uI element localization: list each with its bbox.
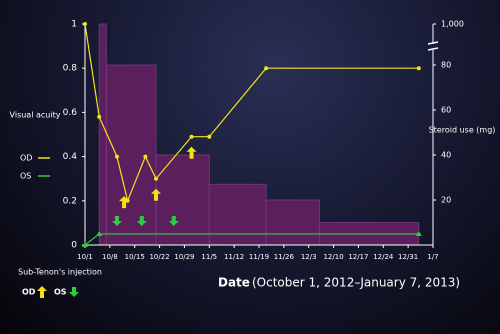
point	[114, 154, 119, 159]
point	[264, 66, 269, 71]
injection-arrow	[119, 196, 130, 209]
steroid-bar	[105, 64, 157, 246]
injection-legend-title: Sub-Tenon's injection	[18, 268, 102, 277]
point	[415, 230, 422, 236]
x-tick-label: 12/17	[348, 253, 368, 261]
y2-tick-label: 60	[441, 106, 451, 115]
point	[96, 230, 103, 236]
y-axis-label: Visual acuity	[10, 111, 61, 120]
legend-label: OS	[20, 172, 31, 181]
x-tick-label: 10/29	[174, 253, 194, 261]
y2-tick-label: 80	[441, 61, 451, 70]
y2-tick-label: 20	[441, 196, 451, 205]
injection-legend-label: OD	[22, 288, 36, 297]
point	[154, 176, 159, 181]
point	[97, 114, 102, 119]
x-axis-label: Date	[218, 276, 250, 290]
injection-arrow	[151, 188, 162, 201]
x-axis-note: (October 1, 2012–January 7, 2013)	[252, 276, 460, 290]
x-tick-label: 12/24	[373, 253, 394, 261]
line	[84, 23, 419, 203]
injection-arrow	[168, 216, 179, 226]
point	[143, 154, 148, 159]
axis-break	[427, 41, 439, 45]
injection-legend-arrow	[37, 286, 47, 298]
y-tick-label: 1	[71, 20, 77, 30]
steroid-bar	[98, 23, 107, 246]
axis-break	[428, 44, 438, 50]
injection-legend-label: OS	[54, 288, 67, 297]
steroid-bar	[208, 183, 267, 246]
steroid-bar	[155, 154, 210, 246]
axis-break	[427, 47, 439, 51]
point	[83, 22, 87, 26]
steroid-bar	[265, 199, 320, 246]
y2-tick-label: 40	[441, 151, 451, 160]
x-tick-label: 12/10	[323, 253, 343, 261]
x-tick-label: 10/22	[149, 253, 169, 261]
x-tick-label: 10/15	[125, 253, 145, 261]
injection-legend-arrow	[69, 287, 79, 297]
x-tick-label: 11/5	[201, 253, 217, 261]
injection-arrow	[111, 216, 122, 226]
y-tick-label: 0.2	[63, 196, 77, 206]
x-tick-label: 10/1	[77, 253, 93, 261]
point	[207, 134, 212, 139]
y-tick-label: 0.6	[63, 108, 78, 118]
y2-axis-label: Steroid use (mg)	[429, 126, 496, 135]
y-tick-label: 0.8	[63, 64, 78, 74]
x-tick-label: 12/31	[398, 253, 418, 261]
x-tick-label: 10/8	[102, 253, 118, 261]
x-tick-label: 11/12	[224, 253, 244, 261]
point	[82, 242, 88, 247]
x-tick-label: 11/19	[249, 253, 269, 261]
y2-tick-label: 1,000	[441, 20, 464, 29]
x-tick-label: 1/7	[427, 253, 438, 261]
injection-arrow	[186, 146, 197, 159]
point	[189, 134, 194, 139]
y-tick-label: 0	[71, 241, 77, 251]
x-tick-label: 11/26	[274, 253, 295, 261]
y-tick-label: 0.4	[63, 152, 78, 162]
point	[416, 66, 421, 71]
legend-label: OD	[20, 154, 32, 163]
x-tick-label: 12/3	[301, 253, 317, 261]
injection-arrow	[136, 216, 147, 226]
